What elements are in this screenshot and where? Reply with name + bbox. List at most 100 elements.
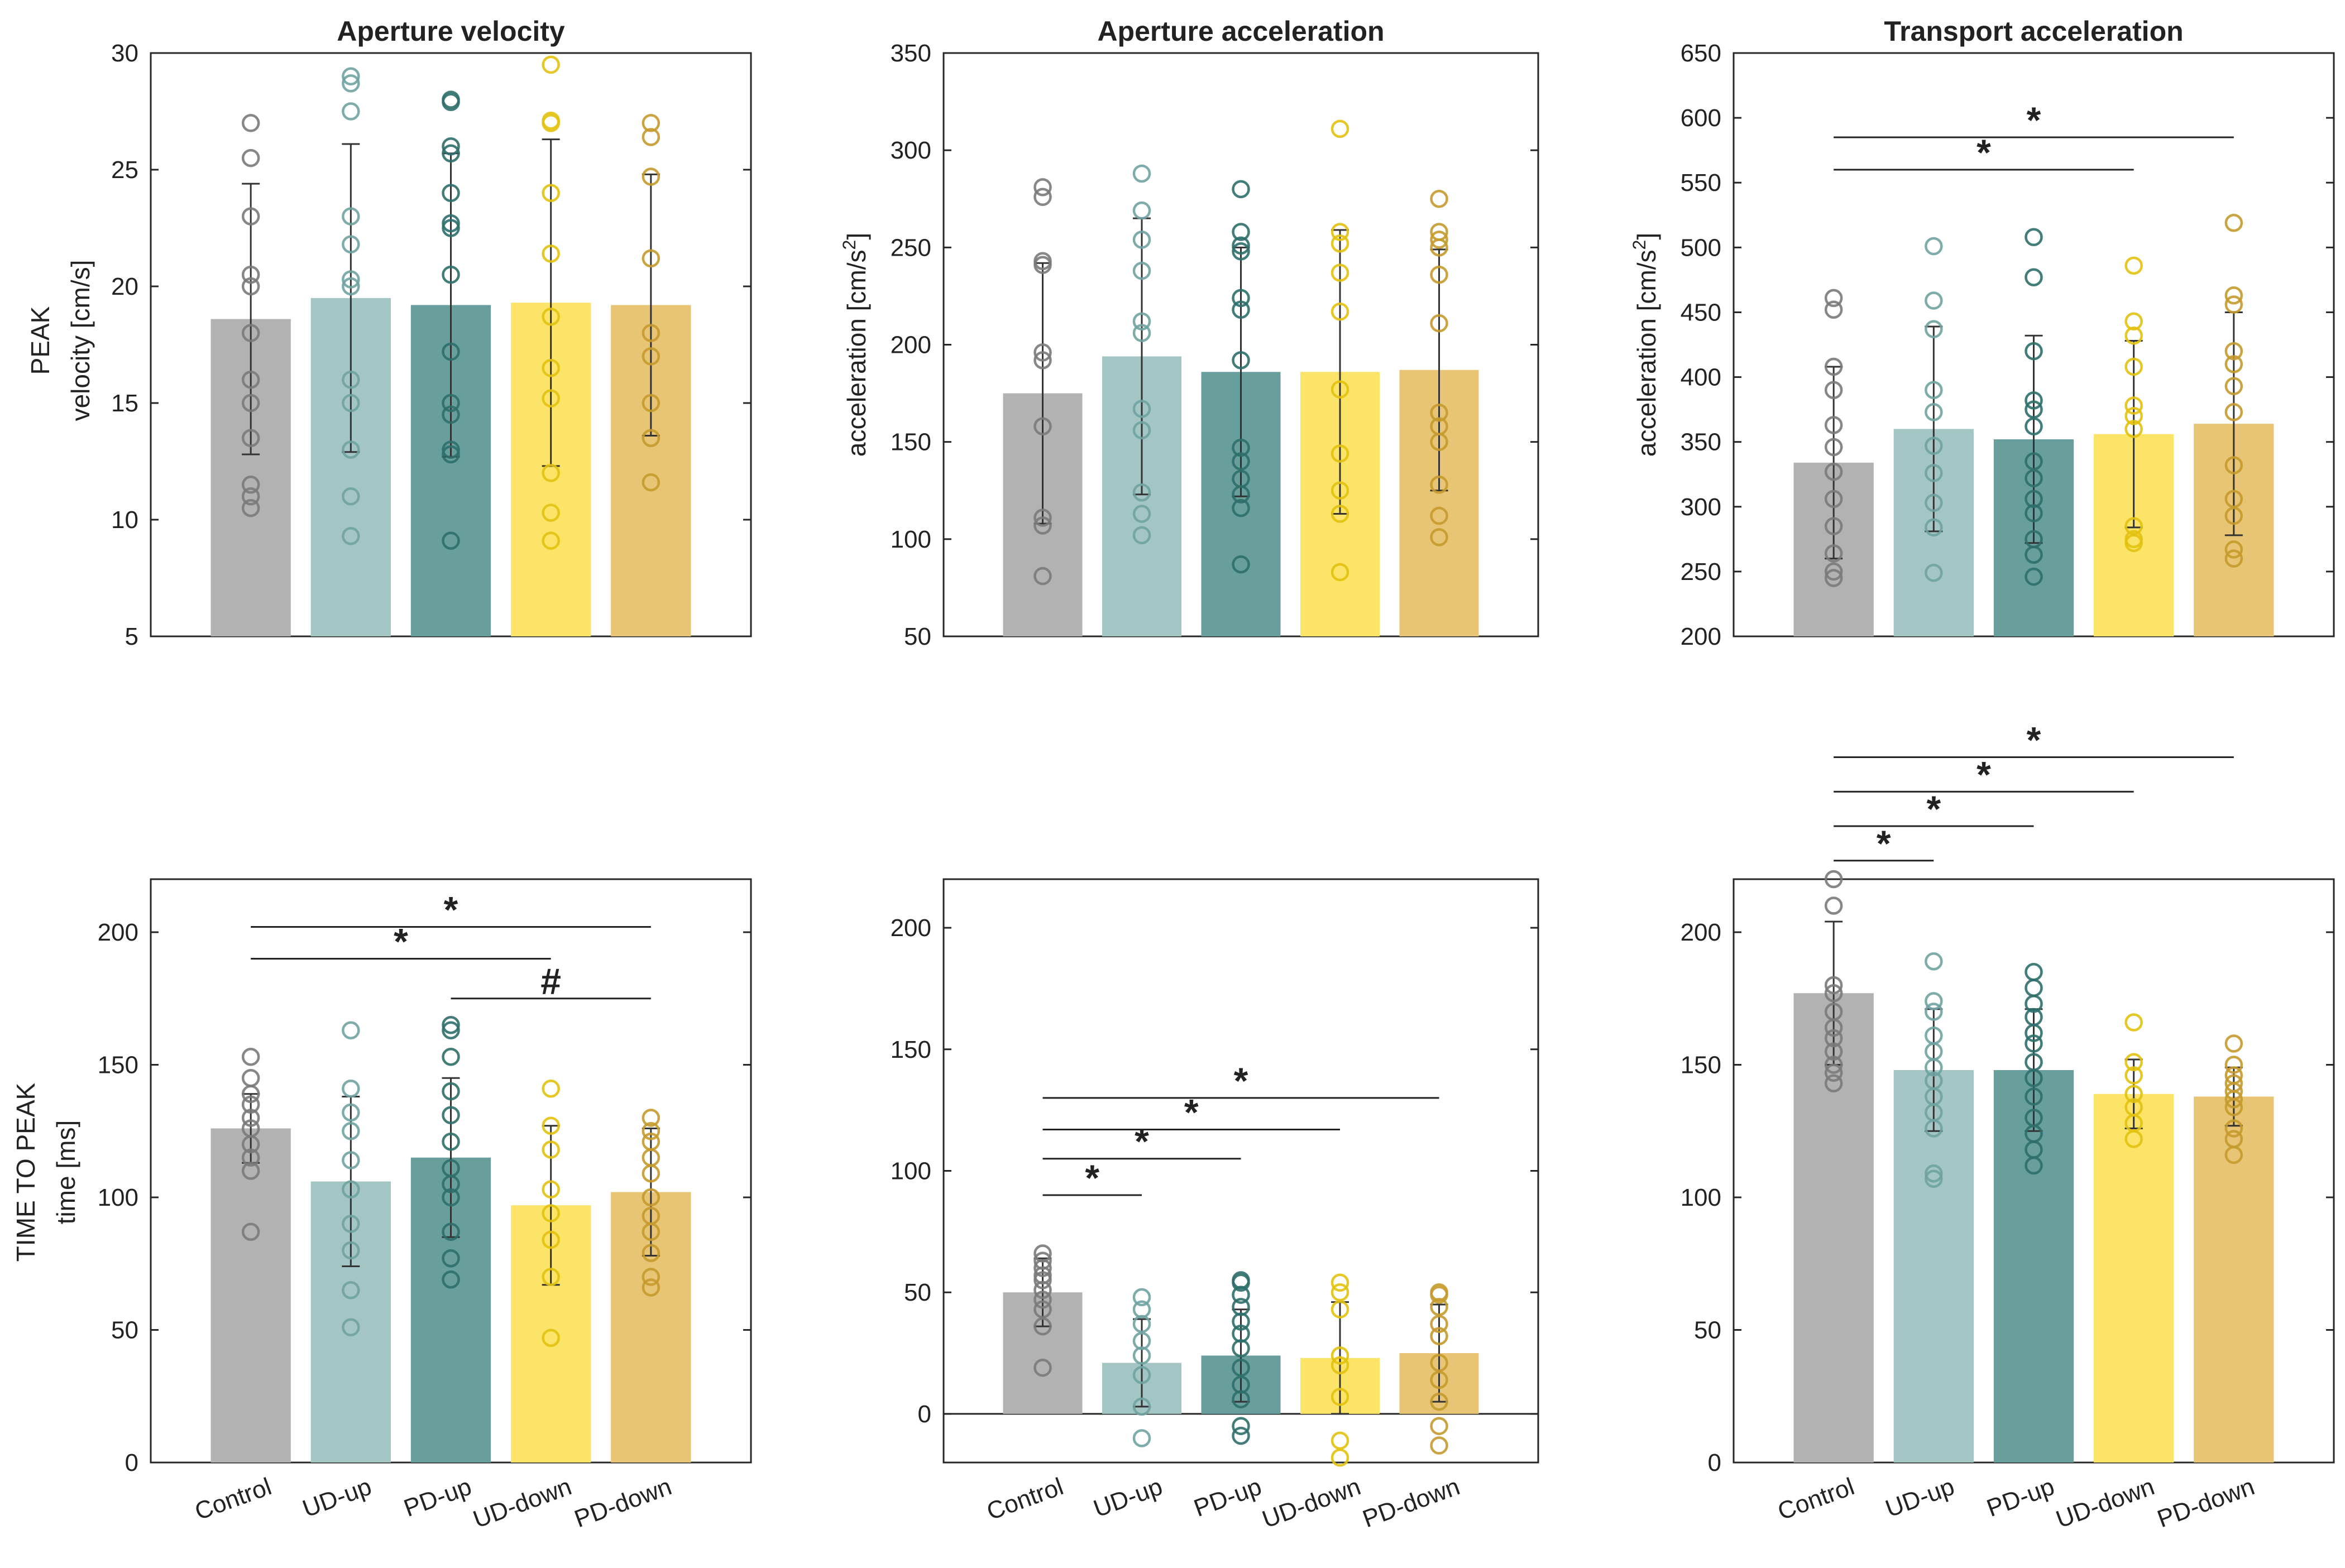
- data-point: [1232, 223, 1250, 241]
- data-point: [2025, 1069, 2043, 1087]
- significance-marker: *: [2027, 99, 2041, 141]
- data-point: [1925, 320, 1943, 338]
- data-point: [342, 1215, 360, 1233]
- data-point: [642, 473, 661, 492]
- data-point: [342, 394, 360, 413]
- panel-time-transport-acceleration: 0 50 100 150 200 * * * * Control UD-up PD-upUD-down…: [1681, 720, 2335, 1533]
- data-point: [1925, 493, 1943, 512]
- y-tick-label: 10: [111, 506, 138, 534]
- y-tick-label: 200: [891, 332, 931, 359]
- data-point: [1232, 1312, 1250, 1331]
- y-tick-label: 50: [904, 1279, 931, 1306]
- data-point: [342, 1318, 360, 1336]
- y-tick-label: 150: [891, 429, 931, 456]
- data-point: [2025, 1034, 2043, 1053]
- data-point: [1430, 1327, 1448, 1345]
- data-point: [1232, 242, 1250, 261]
- data-point: [2124, 312, 2143, 330]
- data-point: [542, 1140, 560, 1159]
- data-point: [1331, 223, 1349, 241]
- y-tick-label: 200: [891, 914, 931, 942]
- y-tick-label: 50: [904, 623, 931, 650]
- data-point: [1331, 119, 1349, 138]
- data-point: [241, 1048, 260, 1066]
- data-point: [1033, 1300, 1052, 1318]
- data-point: [1430, 1286, 1448, 1304]
- y-tick-label: 5: [125, 623, 138, 650]
- data-point: [442, 137, 460, 156]
- data-point: [1132, 483, 1151, 502]
- data-point: [1925, 237, 1943, 256]
- data-point: [1033, 351, 1052, 370]
- data-point: [1232, 485, 1250, 504]
- data-point: [2224, 540, 2243, 559]
- data-point: [1033, 417, 1052, 436]
- data-point: [1033, 1271, 1052, 1289]
- data-point: [542, 308, 560, 326]
- category-label: Control: [1774, 1473, 1858, 1526]
- data-point: [342, 440, 360, 459]
- data-point: [1232, 452, 1250, 471]
- category-label: PD-down: [1359, 1473, 1463, 1533]
- data-point: [342, 1151, 360, 1169]
- data-point: [241, 1109, 260, 1127]
- data-point: [1824, 357, 1843, 376]
- data-point: [342, 102, 360, 121]
- data-point: [2025, 391, 2043, 410]
- data-point: [642, 167, 661, 186]
- y-tick-label: 200: [98, 919, 138, 946]
- data-point: [442, 405, 460, 424]
- y-tick-label: 450: [1681, 299, 1721, 326]
- data-point: [2224, 377, 2243, 396]
- data-point: [642, 1109, 661, 1127]
- data-point: [2124, 406, 2143, 425]
- y-tick-label: 100: [891, 526, 931, 553]
- data-point: [542, 464, 560, 482]
- data-point: [2124, 1130, 2143, 1148]
- data-point: [241, 324, 260, 342]
- data-point: [2224, 456, 2243, 474]
- data-point: [1033, 1259, 1052, 1277]
- data-point: [1331, 1388, 1349, 1406]
- y-tick-label: 100: [98, 1184, 138, 1211]
- data-point: [542, 504, 560, 522]
- data-point: [1824, 416, 1843, 434]
- data-point: [1430, 433, 1448, 451]
- data-point: [1232, 351, 1250, 370]
- data-point: [442, 144, 460, 162]
- data-point: [342, 207, 360, 226]
- data-point: [1925, 291, 1943, 310]
- panel-title: Aperture acceleration: [1097, 16, 1384, 47]
- data-point: [1824, 490, 1843, 509]
- data-point: [442, 1249, 460, 1268]
- data-point: [442, 440, 460, 459]
- data-point: [1430, 1392, 1448, 1411]
- y-tick-label: 15: [111, 390, 138, 417]
- category-label: UD-down: [470, 1473, 575, 1533]
- data-point: [2124, 396, 2143, 415]
- data-point: [442, 1048, 460, 1066]
- panel-peak-aperture-velocity: 5 10 15 20 25 30 Aperture velocity: [111, 16, 752, 650]
- data-point: [2224, 1090, 2243, 1109]
- y-axis-label: acceleration [cm/s2]: [839, 233, 871, 457]
- data-point: [1925, 1164, 1943, 1183]
- data-point: [1430, 238, 1448, 257]
- data-point: [241, 394, 260, 413]
- data-point: [1430, 231, 1448, 249]
- data-point: [2025, 268, 2043, 286]
- data-point: [1824, 381, 1843, 400]
- data-point: [241, 148, 260, 167]
- data-point: [1331, 481, 1349, 500]
- data-point: [1331, 380, 1349, 399]
- data-point: [1132, 1397, 1151, 1416]
- data-point: [442, 1175, 460, 1193]
- y-tick-label: 600: [1681, 104, 1721, 132]
- data-point: [642, 1244, 661, 1262]
- data-point: [1132, 1346, 1151, 1365]
- data-point: [1132, 201, 1151, 220]
- data-point: [642, 1278, 661, 1297]
- data-point: [642, 1122, 661, 1140]
- data-point: [1925, 437, 1943, 455]
- data-point: [442, 1106, 460, 1124]
- y-tick-label: 150: [891, 1036, 931, 1063]
